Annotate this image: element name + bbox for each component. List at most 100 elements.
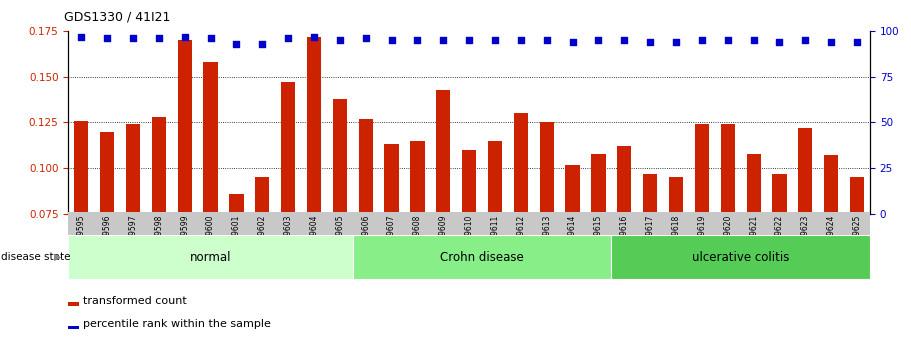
Bar	[539, 122, 554, 214]
Bar	[566, 165, 579, 214]
Bar	[68, 303, 78, 306]
Point	[281, 36, 295, 41]
Bar	[281, 82, 295, 214]
Text: GSM29614: GSM29614	[568, 215, 577, 256]
Bar	[695, 124, 709, 214]
Text: GSM29595: GSM29595	[77, 215, 86, 256]
Bar	[773, 174, 786, 214]
Bar	[514, 113, 528, 214]
Text: Crohn disease: Crohn disease	[440, 250, 524, 264]
Bar	[359, 119, 373, 214]
Text: GSM29596: GSM29596	[103, 215, 112, 256]
Text: GSM29623: GSM29623	[801, 215, 810, 256]
Point	[436, 37, 451, 43]
Text: GSM29611: GSM29611	[490, 215, 499, 256]
Point	[151, 36, 166, 41]
Point	[566, 39, 580, 45]
Bar	[152, 117, 166, 214]
Bar	[488, 141, 502, 214]
Text: GSM29603: GSM29603	[283, 215, 292, 256]
Text: GSM29616: GSM29616	[619, 215, 629, 256]
Text: GSM29602: GSM29602	[258, 215, 267, 256]
Text: GSM29613: GSM29613	[542, 215, 551, 256]
Text: GSM29597: GSM29597	[128, 215, 138, 256]
Point	[333, 37, 347, 43]
Text: GSM29600: GSM29600	[206, 215, 215, 256]
Bar	[798, 128, 813, 214]
Text: GSM29607: GSM29607	[387, 215, 396, 256]
Point	[669, 39, 683, 45]
Text: GSM29622: GSM29622	[775, 215, 784, 256]
Text: GSM29625: GSM29625	[853, 215, 862, 256]
Text: GSM29608: GSM29608	[413, 215, 422, 256]
Bar	[611, 235, 870, 279]
Text: ▶: ▶	[54, 252, 61, 262]
Point	[203, 36, 218, 41]
Text: GSM29610: GSM29610	[465, 215, 474, 256]
Text: GSM29624: GSM29624	[826, 215, 835, 256]
Bar	[669, 177, 683, 214]
Bar	[384, 145, 399, 214]
Point	[694, 37, 709, 43]
Point	[617, 37, 631, 43]
Text: GSM29598: GSM29598	[154, 215, 163, 256]
Text: transformed count: transformed count	[83, 296, 187, 306]
Point	[410, 37, 425, 43]
Bar	[126, 124, 140, 214]
Point	[100, 36, 115, 41]
Text: disease state: disease state	[1, 252, 70, 262]
Bar	[100, 132, 114, 214]
Bar	[68, 235, 353, 279]
Point	[539, 37, 554, 43]
Text: GSM29606: GSM29606	[362, 215, 370, 256]
Text: GSM29601: GSM29601	[232, 215, 241, 256]
Point	[591, 37, 606, 43]
Bar	[746, 154, 761, 214]
Text: GDS1330 / 41I21: GDS1330 / 41I21	[64, 10, 170, 23]
Bar	[410, 141, 425, 214]
Point	[462, 37, 476, 43]
Point	[643, 39, 658, 45]
Bar	[230, 194, 243, 214]
Bar	[333, 99, 347, 214]
Point	[384, 37, 399, 43]
Point	[773, 39, 787, 45]
Point	[358, 36, 373, 41]
Bar	[178, 40, 192, 214]
Bar	[591, 154, 606, 214]
Point	[307, 34, 322, 39]
Point	[487, 37, 502, 43]
Point	[230, 41, 244, 47]
Bar	[307, 37, 321, 214]
Text: GSM29599: GSM29599	[180, 215, 189, 256]
Bar	[68, 326, 78, 329]
Text: GSM29619: GSM29619	[698, 215, 706, 256]
Text: normal: normal	[189, 250, 231, 264]
Point	[746, 37, 761, 43]
Text: GSM29609: GSM29609	[439, 215, 448, 256]
Point	[74, 34, 88, 39]
Point	[255, 41, 270, 47]
Text: GSM29620: GSM29620	[723, 215, 732, 256]
Bar	[74, 121, 88, 214]
Point	[850, 39, 865, 45]
Point	[824, 39, 838, 45]
Bar	[462, 150, 476, 214]
Bar	[721, 124, 735, 214]
Bar	[643, 174, 658, 214]
Bar	[203, 62, 218, 214]
Bar	[824, 155, 838, 214]
Bar	[255, 177, 270, 214]
Bar	[353, 235, 611, 279]
Point	[514, 37, 528, 43]
Point	[126, 36, 140, 41]
Text: GSM29604: GSM29604	[310, 215, 319, 256]
Text: GSM29617: GSM29617	[646, 215, 655, 256]
Text: GSM29615: GSM29615	[594, 215, 603, 256]
Text: ulcerative colitis: ulcerative colitis	[692, 250, 790, 264]
Point	[178, 34, 192, 39]
Bar	[436, 90, 450, 214]
Text: percentile rank within the sample: percentile rank within the sample	[83, 319, 271, 329]
Bar	[850, 177, 865, 214]
Text: GSM29612: GSM29612	[517, 215, 526, 256]
